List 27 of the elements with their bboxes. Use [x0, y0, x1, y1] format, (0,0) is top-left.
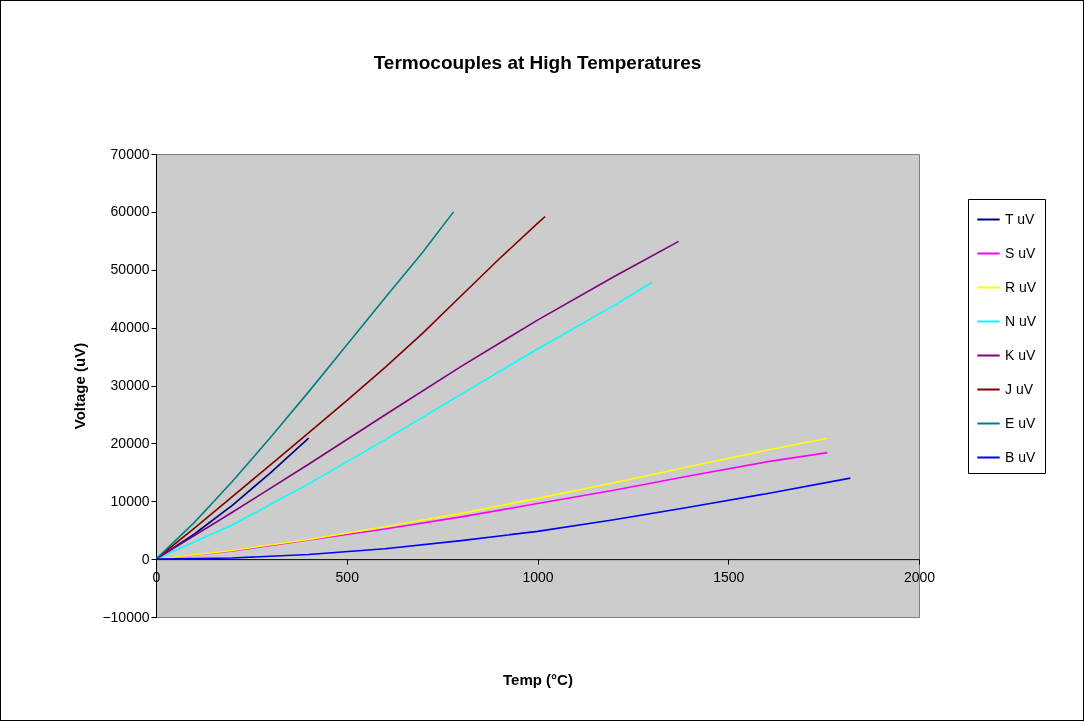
- y-tick-label: 50000: [110, 261, 150, 278]
- legend-label: T uV: [1005, 210, 1035, 227]
- y-axis-title: Voltage (uV): [71, 342, 89, 430]
- legend-label: R uV: [1005, 278, 1037, 295]
- legend-label: E uV: [1005, 414, 1037, 431]
- x-tick-label: 500: [335, 568, 360, 585]
- y-tick-label: 70000: [110, 145, 150, 162]
- chart-title: Termocouples at High Temperatures: [373, 52, 702, 73]
- legend-label: B uV: [1005, 448, 1037, 465]
- line-series: [156, 211, 455, 560]
- y-tick-label: 10000: [110, 492, 150, 509]
- y-tick-label: 20000: [110, 434, 150, 451]
- x-axis-title: Temp (°C): [503, 670, 573, 688]
- x-tick-label: 1500: [713, 568, 745, 585]
- y-tick-label: 60000: [110, 203, 150, 220]
- line-series: [156, 240, 680, 560]
- x-tick-label: 1000: [522, 568, 554, 585]
- y-tick-label: 30000: [110, 377, 150, 393]
- x-tick-label: 2000: [903, 568, 936, 585]
- line-series: [156, 477, 852, 560]
- y-tick-label: 0: [141, 550, 150, 567]
- y-tick-label: 40000: [110, 319, 150, 336]
- y-tick-label: −10000: [102, 608, 150, 625]
- legend-label: S uV: [1005, 244, 1037, 261]
- legend-label: N uV: [1005, 312, 1037, 329]
- legend-label: J uV: [1005, 380, 1034, 397]
- legend-label: K uV: [1005, 346, 1037, 363]
